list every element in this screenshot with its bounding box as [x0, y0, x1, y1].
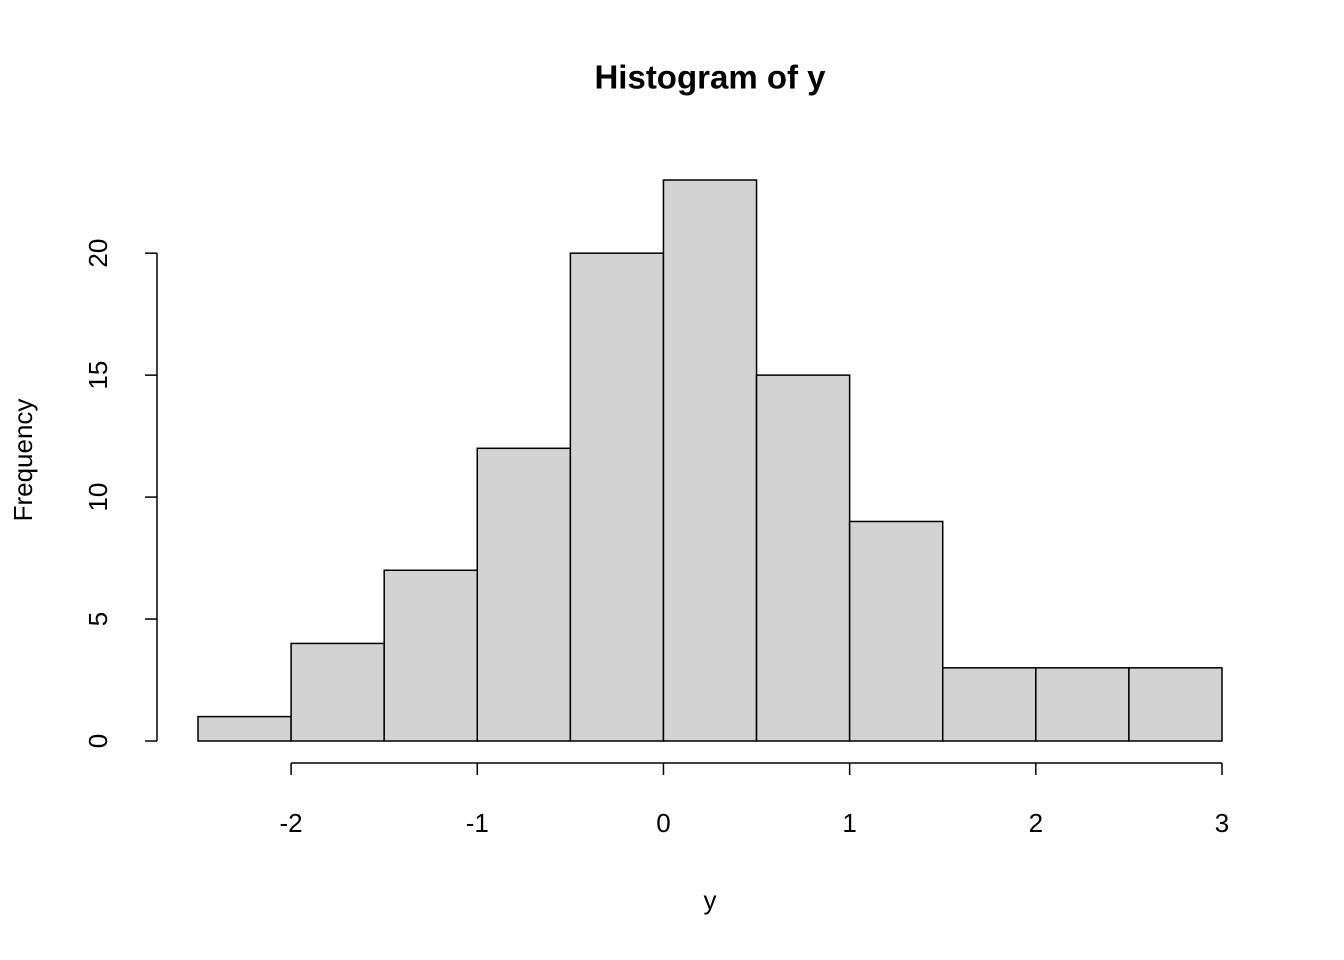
y-tick-label: 15	[83, 361, 113, 390]
y-tick-label: 0	[83, 734, 113, 748]
bar	[290, 642, 385, 742]
bar	[197, 715, 292, 742]
bar	[1128, 667, 1223, 742]
y-axis-title: Frequency	[8, 399, 38, 522]
x-tick-label: 1	[842, 808, 856, 838]
bar	[476, 447, 572, 742]
bar	[941, 667, 1037, 742]
x-tick-label: 0	[656, 808, 670, 838]
bar	[383, 569, 479, 742]
x-tick-label: 3	[1215, 808, 1229, 838]
x-tick-label: 2	[1029, 808, 1043, 838]
bar	[569, 252, 665, 742]
bar	[755, 374, 851, 742]
bar	[1035, 667, 1130, 742]
bar	[662, 179, 758, 742]
y-tick-label: 10	[83, 483, 113, 512]
bar	[848, 520, 944, 742]
x-axis-title: y	[704, 885, 717, 915]
x-tick-label: -1	[466, 808, 489, 838]
y-tick-label: 20	[83, 239, 113, 268]
x-tick-label: -2	[280, 808, 303, 838]
chart-title: Histogram of y	[594, 59, 826, 96]
y-tick-label: 5	[83, 612, 113, 626]
